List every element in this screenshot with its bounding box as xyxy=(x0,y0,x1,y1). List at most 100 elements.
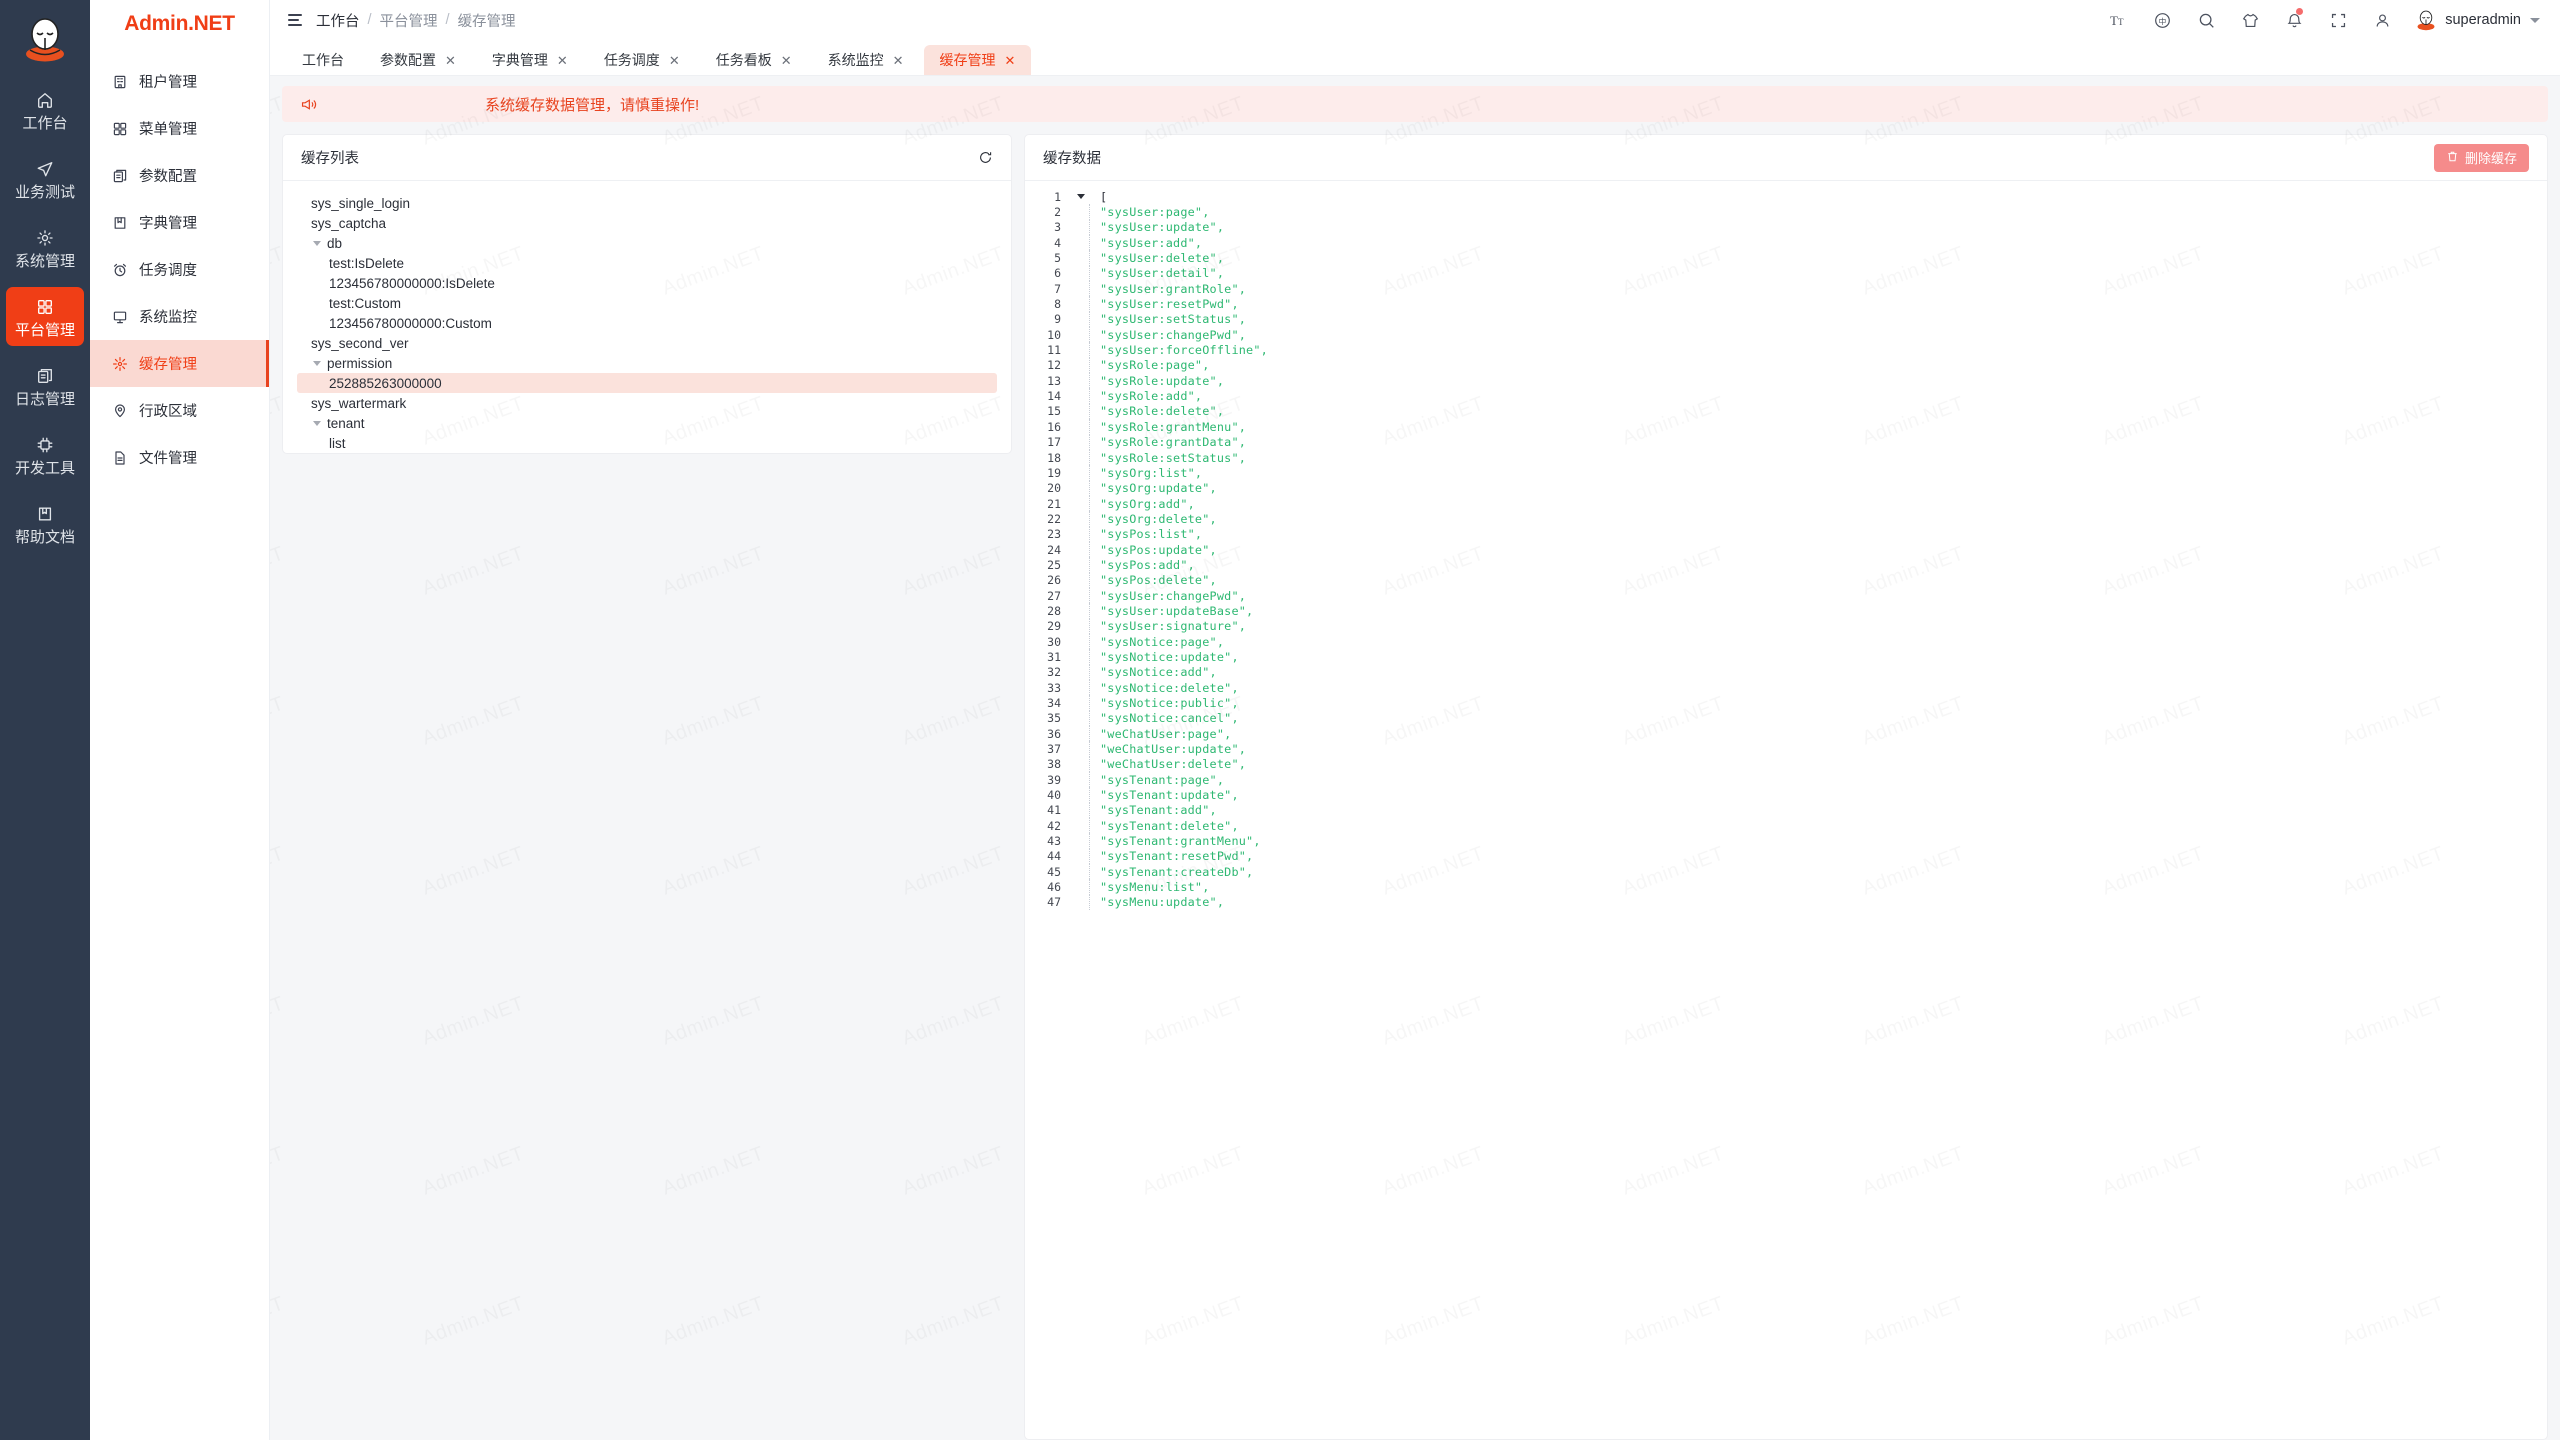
cache-tree-node[interactable]: 252885263000000 xyxy=(297,373,997,393)
fullscreen-icon[interactable] xyxy=(2316,0,2360,40)
chevron-down-icon[interactable] xyxy=(309,360,325,366)
menu-item-6[interactable]: 缓存管理 xyxy=(90,340,269,387)
breadcrumb-item-0[interactable]: 工作台 xyxy=(316,13,360,30)
tab-close-icon[interactable]: ✕ xyxy=(892,52,904,68)
line-number: 46 xyxy=(1047,880,1061,895)
line-number: 42 xyxy=(1047,818,1061,833)
line-number: 45 xyxy=(1047,864,1061,879)
cache-tree-node[interactable]: sys_captcha xyxy=(297,213,997,233)
menu-item-0[interactable]: 租户管理 xyxy=(90,58,269,105)
cache-tree-node[interactable]: tenant xyxy=(297,413,997,433)
menu-item-label: 系统监控 xyxy=(139,310,197,326)
cache-tree-node[interactable]: 123456780000000:Custom xyxy=(297,313,997,333)
code-line: 35 "sysNotice:cancel", xyxy=(1025,710,2547,727)
chevron-down-icon[interactable] xyxy=(309,240,325,246)
delete-cache-button[interactable]: 删除缓存 xyxy=(2433,143,2529,172)
notification-icon[interactable] xyxy=(2272,0,2316,40)
cache-tree-node[interactable]: test:IsDelete xyxy=(297,253,997,273)
menu-item-7[interactable]: 行政区域 xyxy=(90,387,269,434)
menu-item-4[interactable]: 任务调度 xyxy=(90,246,269,293)
rail-item-2[interactable]: 系统管理 xyxy=(6,218,84,277)
menu-item-5[interactable]: 系统监控 xyxy=(90,293,269,340)
rail-item-0[interactable]: 工作台 xyxy=(6,80,84,139)
gear-icon xyxy=(36,227,54,249)
indent-guide xyxy=(1089,219,1090,236)
cache-tree-node[interactable]: db xyxy=(297,233,997,253)
alert-text: 系统缓存数据管理，请慎重操作! xyxy=(485,96,700,114)
code-line: 46 "sysMenu:list", xyxy=(1025,879,2547,895)
cache-tree-label: sys_wartermark xyxy=(311,395,407,411)
code-text: "sysNotice:update", xyxy=(1100,649,1239,664)
indent-guide xyxy=(1089,235,1090,251)
rail-item-3[interactable]: 平台管理 xyxy=(6,287,84,346)
rail-item-6[interactable]: 帮助文档 xyxy=(6,494,84,553)
indent-guide xyxy=(1089,511,1090,527)
tab-close-icon[interactable]: ✕ xyxy=(1004,52,1016,68)
code-line: 34 "sysNotice:public", xyxy=(1025,695,2547,711)
cache-tree-node[interactable]: list xyxy=(297,433,997,453)
theme-icon[interactable] xyxy=(2228,0,2272,40)
code-text: "sysUser:signature", xyxy=(1100,619,1247,634)
fold-icon[interactable] xyxy=(1073,194,1089,200)
breadcrumb-item-2[interactable]: 缓存管理 xyxy=(457,13,516,30)
indent-guide xyxy=(1089,541,1090,558)
tab-4[interactable]: 任务看板 ✕ xyxy=(700,45,808,75)
rail-item-1[interactable]: 业务测试 xyxy=(6,149,84,208)
cache-tree-node[interactable]: sys_single_login xyxy=(297,193,997,213)
indent-guide xyxy=(1089,787,1090,803)
code-line: 31 "sysNotice:update", xyxy=(1025,649,2547,665)
line-number: 5 xyxy=(1054,251,1061,266)
sidebar-collapse-icon[interactable] xyxy=(288,14,302,26)
search-icon[interactable] xyxy=(2184,0,2228,40)
line-number: 47 xyxy=(1047,895,1061,910)
user-menu[interactable]: superadmin xyxy=(2404,8,2546,32)
menu-item-8[interactable]: 文件管理 xyxy=(90,434,269,481)
tab-2[interactable]: 字典管理 ✕ xyxy=(476,45,584,75)
chevron-down-icon[interactable] xyxy=(309,420,325,426)
tab-bar: 工作台 参数配置 ✕ 字典管理 ✕ 任务调度 ✕ 任务看板 ✕ 系统监控 ✕ 缓存管理 ✕ xyxy=(270,40,2560,76)
tab-3[interactable]: 任务调度 ✕ xyxy=(588,45,696,75)
tab-1[interactable]: 参数配置 ✕ xyxy=(364,45,472,75)
tab-close-icon[interactable]: ✕ xyxy=(556,52,568,68)
indent-guide xyxy=(1089,465,1090,481)
menu-item-label: 字典管理 xyxy=(139,216,197,232)
tab-label: 任务看板 xyxy=(715,52,772,68)
tab-5[interactable]: 系统监控 ✕ xyxy=(812,45,920,75)
code-text: "sysTenant:update", xyxy=(1100,788,1239,803)
code-text: "sysRole:update", xyxy=(1100,373,1225,388)
refresh-icon[interactable] xyxy=(978,150,993,165)
code-line: 44 "sysTenant:resetPwd", xyxy=(1025,848,2547,865)
cache-tree-node[interactable]: sys_wartermark xyxy=(297,393,997,413)
code-line: 6 "sysUser:detail", xyxy=(1025,265,2547,282)
tab-6[interactable]: 缓存管理 ✕ xyxy=(923,45,1032,75)
cache-tree-node[interactable]: sys_second_ver xyxy=(297,333,997,353)
menu-item-label: 缓存管理 xyxy=(139,357,197,373)
account-icon[interactable] xyxy=(2360,0,2404,40)
cache-tree-node[interactable]: test:Custom xyxy=(297,293,997,313)
cache-list-title: 缓存列表 xyxy=(301,151,359,167)
rail-item-5[interactable]: 开发工具 xyxy=(6,425,84,484)
cache-tree-label: tenant xyxy=(327,415,365,431)
tab-0[interactable]: 工作台 xyxy=(286,45,360,75)
cache-tree-node[interactable]: 123456780000000:IsDelete xyxy=(297,273,997,293)
line-number: 41 xyxy=(1047,803,1061,818)
cache-tree-node[interactable]: permission xyxy=(297,353,997,373)
tab-close-icon[interactable]: ✕ xyxy=(668,52,680,68)
rail-item-4[interactable]: 日志管理 xyxy=(6,356,84,415)
language-icon[interactable]: 中 xyxy=(2140,0,2184,40)
menu-item-2[interactable]: 参数配置 xyxy=(90,152,269,199)
code-line: 32 "sysNotice:add", xyxy=(1025,664,2547,680)
cache-tree-label: 252885263000000 xyxy=(329,375,442,391)
breadcrumb-item-1[interactable]: 平台管理 xyxy=(379,13,438,30)
menu-item-1[interactable]: 菜单管理 xyxy=(90,105,269,152)
tab-close-icon[interactable]: ✕ xyxy=(445,52,456,68)
tab-close-icon[interactable]: ✕ xyxy=(780,52,792,68)
menu-item-3[interactable]: 字典管理 xyxy=(90,199,269,246)
indent-guide xyxy=(1089,557,1090,573)
code-line: 10 "sysUser:changePwd", xyxy=(1025,327,2547,343)
menu-item-label: 参数配置 xyxy=(139,169,197,185)
code-line: 15 "sysRole:delete", xyxy=(1025,403,2547,420)
indent-guide xyxy=(1089,680,1090,696)
cache-data-code[interactable]: 1[2 "sysUser:page", 3 "sysUser:update", 4 "sy… xyxy=(1025,181,2547,1439)
